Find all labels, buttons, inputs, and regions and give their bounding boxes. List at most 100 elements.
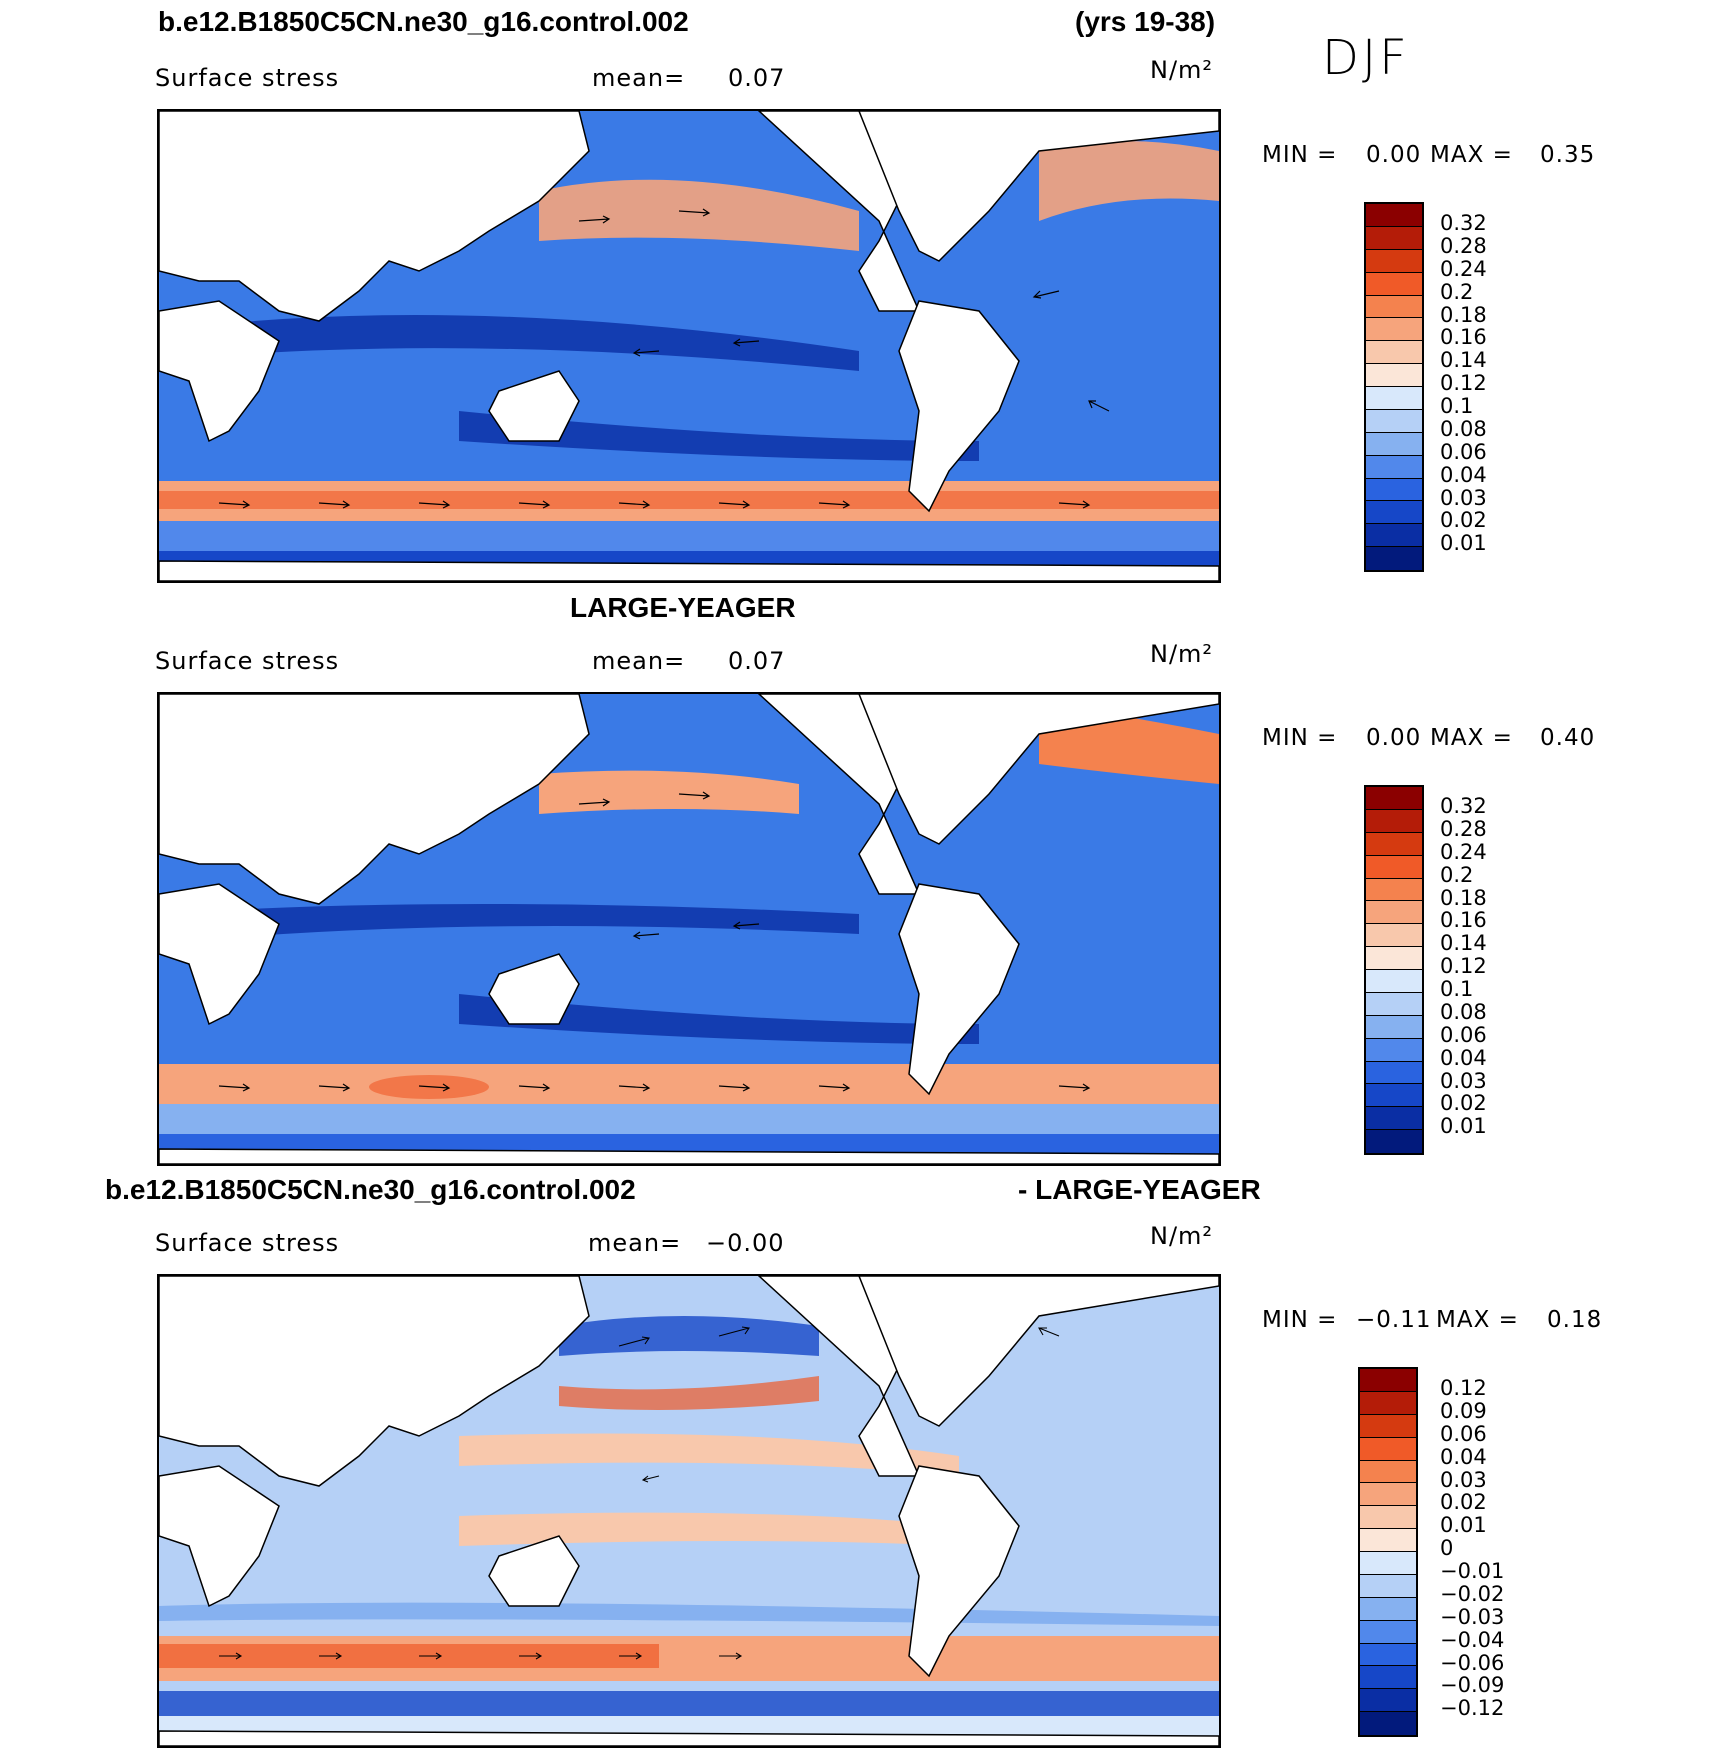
colorbar-tick-label: 0.24 xyxy=(1440,839,1487,864)
colorbar-swatch xyxy=(1366,787,1422,810)
colorbar-swatch xyxy=(1360,1620,1416,1644)
colorbar-tick-label: 0.32 xyxy=(1440,794,1487,818)
colorbar-tick-label: 0.08 xyxy=(1440,999,1487,1024)
colorbar-tick-label: 0.18 xyxy=(1440,885,1487,910)
colorbar-swatch xyxy=(1366,524,1422,548)
colorbar-tick-label: 0.12 xyxy=(1440,1376,1487,1400)
colorbar-tick-label: 0.16 xyxy=(1440,908,1487,933)
colorbar-swatch xyxy=(1366,547,1422,570)
colorbar xyxy=(1364,785,1424,1155)
colorbar-tick-label: 0.14 xyxy=(1440,931,1487,956)
colorbar-swatch xyxy=(1360,1391,1416,1415)
colorbar-swatch xyxy=(1366,947,1422,970)
max-value: 0.35 xyxy=(1540,142,1596,168)
colorbar-swatch xyxy=(1366,1038,1422,1062)
colorbar-tick-label: 0.02 xyxy=(1440,508,1487,533)
colorbar-swatch xyxy=(1360,1369,1416,1392)
variable-label: Surface stress xyxy=(155,1229,340,1257)
variable-label: Surface stress xyxy=(155,64,340,92)
min-value: −0.11 xyxy=(1356,1307,1432,1333)
colorbar xyxy=(1358,1367,1418,1737)
colorbar-tick-label: 0.28 xyxy=(1440,233,1487,258)
colorbar-tick-label: −0.04 xyxy=(1440,1627,1505,1652)
colorbar-swatch xyxy=(1366,455,1422,479)
colorbar-tick-label: 0.2 xyxy=(1440,862,1474,887)
colorbar-tick-label: −0.09 xyxy=(1440,1673,1505,1698)
panel-title-left: b.e12.B1850C5CN.ne30_g16.control.002 xyxy=(105,1174,636,1205)
colorbar-tick-label: −0.12 xyxy=(1440,1696,1505,1721)
colorbar-tick-label: −0.06 xyxy=(1440,1650,1505,1675)
colorbar-swatch xyxy=(1366,387,1422,410)
colorbar-tick-label: 0.18 xyxy=(1440,302,1487,327)
colorbar-swatch xyxy=(1366,1084,1422,1108)
colorbar-swatch xyxy=(1366,204,1422,227)
min-label: MIN = xyxy=(1262,1307,1338,1333)
colorbar-tick-label: 0.01 xyxy=(1440,1114,1487,1139)
mean-value: 0.07 xyxy=(728,64,786,92)
units-label: N/m² xyxy=(1150,1222,1214,1250)
colorbar-tick-label: 0.12 xyxy=(1440,954,1487,979)
colorbar-tick-label: 0.06 xyxy=(1440,439,1487,464)
colorbar-swatch xyxy=(1360,1529,1416,1552)
colorbar-swatch xyxy=(1360,1712,1416,1735)
colorbar-swatch xyxy=(1366,855,1422,879)
years-label: (yrs 19-38) xyxy=(1075,6,1216,37)
panel-title-right: - LARGE-YEAGER xyxy=(1018,1174,1261,1205)
colorbar-tick-label: 0.09 xyxy=(1440,1398,1487,1423)
colorbar-swatch xyxy=(1366,501,1422,525)
colorbar-labels: 0.12 0.09 0.06 0.04 0.03 0.02 0.01 0 −0.01 −0.02−… xyxy=(1440,1377,1504,1720)
map-plot xyxy=(159,111,1219,581)
colorbar-swatch xyxy=(1360,1597,1416,1621)
units-label: N/m² xyxy=(1150,640,1214,668)
mean-label: mean= xyxy=(592,64,686,92)
min-value: 0.00 xyxy=(1366,142,1422,168)
colorbar-swatch xyxy=(1360,1460,1416,1484)
case-title: b.e12.B1850C5CN.ne30_g16.control.002 xyxy=(158,6,689,37)
map-plot xyxy=(159,1276,1219,1746)
colorbar-tick-label: 0.24 xyxy=(1440,256,1487,281)
colorbar-swatch xyxy=(1366,809,1422,833)
colorbar-swatch xyxy=(1360,1689,1416,1713)
colorbar-swatch xyxy=(1366,249,1422,273)
mean-value: 0.07 xyxy=(728,647,786,675)
max-value: 0.18 xyxy=(1547,1307,1603,1333)
colorbar-tick-label: 0.06 xyxy=(1440,1421,1487,1446)
colorbar-tick-label: 0.1 xyxy=(1440,394,1474,418)
colorbar-swatch xyxy=(1366,364,1422,387)
season-label: DJF xyxy=(1322,30,1410,86)
colorbar-tick-label: 0.06 xyxy=(1440,1022,1487,1047)
max-label: MAX = xyxy=(1436,1307,1519,1333)
colorbar-swatch xyxy=(1360,1437,1416,1461)
mean-label: mean= xyxy=(588,1229,682,1257)
surface-stress-map xyxy=(157,109,1221,583)
units-label: N/m² xyxy=(1150,56,1214,84)
colorbar-swatch xyxy=(1366,970,1422,993)
colorbar-tick-label: 0 xyxy=(1440,1536,1454,1561)
colorbar-swatch xyxy=(1360,1414,1416,1438)
colorbar-tick-label: −0.02 xyxy=(1440,1581,1505,1606)
colorbar-tick-label: 0.04 xyxy=(1440,462,1487,487)
colorbar-swatch xyxy=(1366,901,1422,925)
colorbar-swatch xyxy=(1366,1061,1422,1085)
colorbar-swatch xyxy=(1366,992,1422,1016)
colorbar-tick-label: 0.02 xyxy=(1440,1091,1487,1116)
colorbar-swatch xyxy=(1360,1574,1416,1598)
colorbar-tick-label: 0.03 xyxy=(1440,1467,1487,1492)
colorbar-swatch xyxy=(1360,1506,1416,1530)
colorbar-swatch xyxy=(1360,1552,1416,1575)
colorbar-tick-label: 0.12 xyxy=(1440,371,1487,396)
min-label: MIN = xyxy=(1262,725,1338,751)
colorbar-swatch xyxy=(1366,924,1422,948)
surface-stress-difference-map xyxy=(157,1274,1221,1748)
colorbar-tick-label: 0.01 xyxy=(1440,1513,1487,1538)
colorbar-swatch xyxy=(1366,432,1422,456)
map-plot xyxy=(159,694,1219,1164)
colorbar-tick-label: 0.16 xyxy=(1440,325,1487,350)
colorbar-tick-label: 0.02 xyxy=(1440,1490,1487,1515)
variable-label: Surface stress xyxy=(155,647,340,675)
colorbar-swatch xyxy=(1366,295,1422,319)
max-label: MAX = xyxy=(1430,725,1513,751)
colorbar-swatch xyxy=(1366,1015,1422,1039)
colorbar-tick-label: 0.04 xyxy=(1440,1444,1487,1469)
colorbar-tick-label: 0.04 xyxy=(1440,1045,1487,1070)
